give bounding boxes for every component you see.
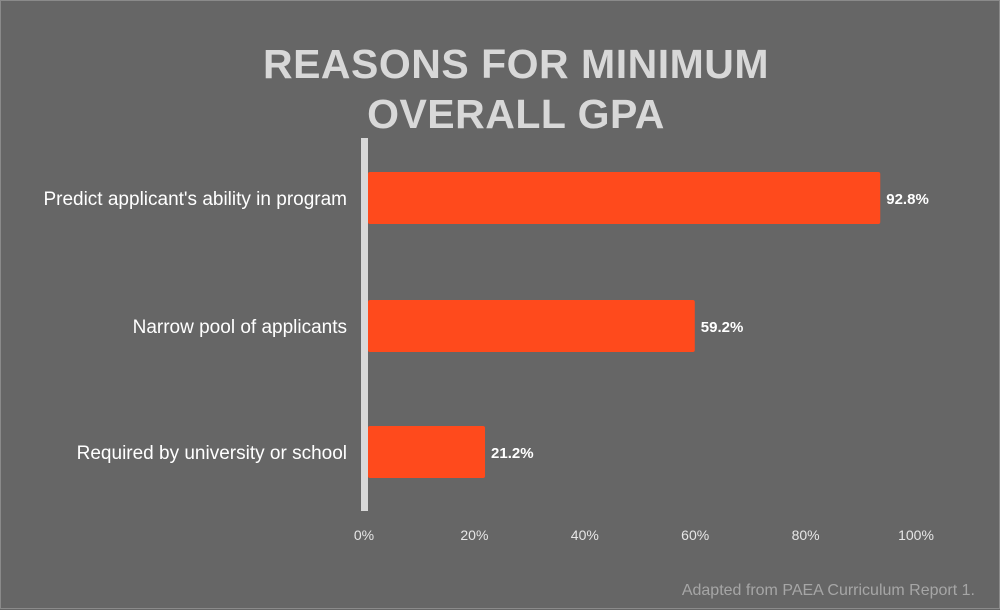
x-tick-label: 0% xyxy=(354,527,374,543)
bar-row: Narrow pool of applicants 59.2% xyxy=(133,300,744,352)
bar-row: Required by university or school 21.2% xyxy=(77,426,534,478)
chart-title: REASONS FOR MINIMUM OVERALL GPA xyxy=(1,39,1000,139)
category-label: Predict applicant's ability in program xyxy=(43,189,347,210)
category-axis-line xyxy=(361,138,368,511)
value-label: 59.2% xyxy=(701,319,744,336)
x-tick-label: 100% xyxy=(898,527,934,543)
category-label: Narrow pool of applicants xyxy=(133,317,347,338)
value-label: 92.8% xyxy=(886,191,929,208)
x-tick-label: 40% xyxy=(571,527,599,543)
bar xyxy=(368,300,695,352)
category-label: Required by university or school xyxy=(77,443,347,464)
bar-row: Predict applicant's ability in program 92… xyxy=(43,172,929,224)
x-tick-label: 20% xyxy=(460,527,488,543)
chart-title-line-1: REASONS FOR MINIMUM xyxy=(262,41,770,87)
x-axis-ticks: 0% 20% 40% 60% 80% 100% xyxy=(354,527,934,543)
chart-title-line-2: OVERALL GPA xyxy=(367,91,665,137)
bar xyxy=(368,426,486,478)
bar xyxy=(368,172,881,224)
x-tick-label: 80% xyxy=(792,527,820,543)
bars-group: Predict applicant's ability in program 92… xyxy=(43,172,929,478)
x-tick-label: 60% xyxy=(681,527,709,543)
value-label: 21.2% xyxy=(491,445,534,462)
source-note: Adapted from PAEA Curriculum Report 1. xyxy=(681,582,975,599)
